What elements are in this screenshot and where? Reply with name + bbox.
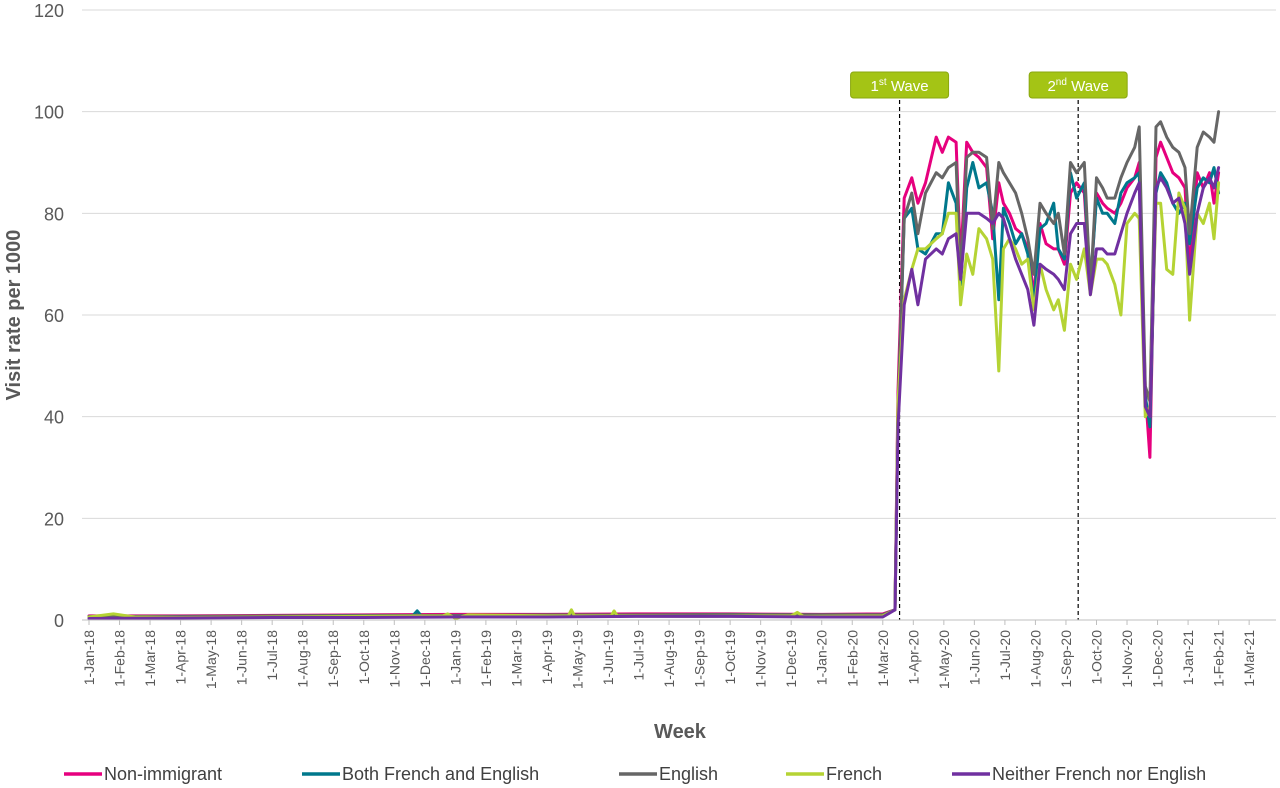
x-tick-label: 1-Jan-21 bbox=[1180, 630, 1196, 685]
wave-markers: 1st Wave 2nd Wave bbox=[850, 71, 1128, 620]
x-tick-label: 1-Sep-18 bbox=[325, 630, 341, 688]
x-tick-label: 1-May-18 bbox=[203, 630, 219, 689]
x-tick-label: 1-Dec-18 bbox=[417, 630, 433, 688]
x-tick-label: 1-Nov-18 bbox=[386, 630, 402, 688]
wave-label-1: 1st Wave bbox=[871, 77, 929, 95]
wave-ordinal: st bbox=[879, 77, 887, 88]
y-tick-label: 20 bbox=[44, 509, 64, 529]
wave-label-2: 2nd Wave bbox=[1047, 77, 1108, 95]
x-axis-title: Week bbox=[654, 721, 707, 743]
x-tick-label: 1-Jun-19 bbox=[600, 630, 616, 685]
y-axis-title: Visit rate per 1000 bbox=[3, 230, 25, 401]
legend: Non-immigrant Both French and English Engl… bbox=[64, 764, 1206, 784]
x-tick-label: 1-Jan-20 bbox=[814, 630, 830, 685]
x-tick-label: 1-May-20 bbox=[936, 630, 952, 689]
y-tick-label: 40 bbox=[44, 408, 64, 428]
x-tick-label: 1-Mar-20 bbox=[875, 630, 891, 687]
x-tick-label: 1-Oct-20 bbox=[1088, 630, 1104, 685]
x-tick-label: 1-Aug-18 bbox=[295, 630, 311, 688]
wave-label-box-1 bbox=[850, 71, 950, 99]
wave-ordinal: nd bbox=[1056, 77, 1067, 88]
wave-word: Wave bbox=[887, 78, 929, 95]
x-tick-label: 1-Nov-19 bbox=[753, 630, 769, 688]
x-tick-label: 1-Jul-19 bbox=[631, 630, 647, 681]
series-line-3 bbox=[87, 110, 1221, 618]
series-line-1 bbox=[87, 135, 1221, 618]
y-tick-label: 60 bbox=[44, 306, 64, 326]
x-tick-label: 1-Mar-18 bbox=[142, 630, 158, 687]
legend-label-5: Neither French nor English bbox=[992, 764, 1206, 784]
legend-label-3: English bbox=[659, 764, 718, 784]
wave-word: Wave bbox=[1067, 78, 1109, 95]
series-lines bbox=[87, 110, 1221, 620]
legend-label-4: French bbox=[826, 764, 882, 784]
x-tick-label: 1-Apr-19 bbox=[539, 630, 555, 685]
x-tick-label: 1-Sep-20 bbox=[1058, 630, 1074, 688]
y-tick-label: 0 bbox=[54, 611, 64, 631]
x-tick-label: 1-Jun-20 bbox=[966, 630, 982, 685]
x-tick-label: 1-Dec-20 bbox=[1150, 630, 1166, 688]
x-tick-label: 1-Sep-19 bbox=[692, 630, 708, 688]
y-tick-label: 80 bbox=[44, 204, 64, 224]
x-tick-label: 1-Mar-19 bbox=[508, 630, 524, 687]
series-line-5 bbox=[87, 166, 1221, 620]
wave-label-box-2 bbox=[1028, 71, 1128, 99]
x-tick-label: 1-Dec-19 bbox=[783, 630, 799, 688]
x-tick-label: 1-Feb-18 bbox=[112, 630, 128, 687]
wave-number: 1 bbox=[871, 78, 879, 95]
y-tick-label: 120 bbox=[34, 1, 64, 21]
x-tick-label: 1-Mar-21 bbox=[1241, 630, 1257, 687]
x-tick-label: 1-Jul-20 bbox=[997, 630, 1013, 681]
x-tick-label: 1-Aug-19 bbox=[661, 630, 677, 688]
x-axis-tick-labels: 1-Jan-18 1-Feb-18 1-Mar-18 1-Apr-18 1-May-18… bbox=[81, 620, 1257, 689]
x-tick-label: 1-Jun-18 bbox=[234, 630, 250, 685]
x-tick-label: 1-Apr-18 bbox=[173, 630, 189, 685]
x-tick-label: 1-Jan-18 bbox=[81, 630, 97, 685]
wave-number: 2 bbox=[1047, 78, 1055, 95]
x-tick-label: 1-Oct-18 bbox=[356, 630, 372, 685]
legend-label-1: Non-immigrant bbox=[104, 764, 222, 784]
series-line-4 bbox=[87, 181, 1221, 620]
x-tick-label: 1-Apr-20 bbox=[905, 630, 921, 685]
series-line-2 bbox=[87, 161, 1221, 619]
gridlines bbox=[82, 9, 1276, 519]
x-tick-label: 1-Feb-20 bbox=[844, 630, 860, 687]
x-tick-label: 1-Nov-20 bbox=[1119, 630, 1135, 688]
x-tick-label: 1-Jul-18 bbox=[264, 630, 280, 681]
x-tick-label: 1-Feb-21 bbox=[1211, 630, 1227, 687]
y-tick-label: 100 bbox=[34, 103, 64, 123]
legend-label-2: Both French and English bbox=[342, 764, 539, 784]
x-tick-label: 1-Jan-19 bbox=[447, 630, 463, 685]
x-tick-label: 1-Feb-19 bbox=[478, 630, 494, 687]
x-tick-label: 1-Aug-20 bbox=[1027, 630, 1043, 688]
x-tick-label: 1-Oct-19 bbox=[722, 630, 738, 685]
x-tick-label: 1-May-19 bbox=[569, 630, 585, 689]
y-axis-tick-labels: 0 20 40 60 80 100 120 bbox=[34, 1, 64, 631]
